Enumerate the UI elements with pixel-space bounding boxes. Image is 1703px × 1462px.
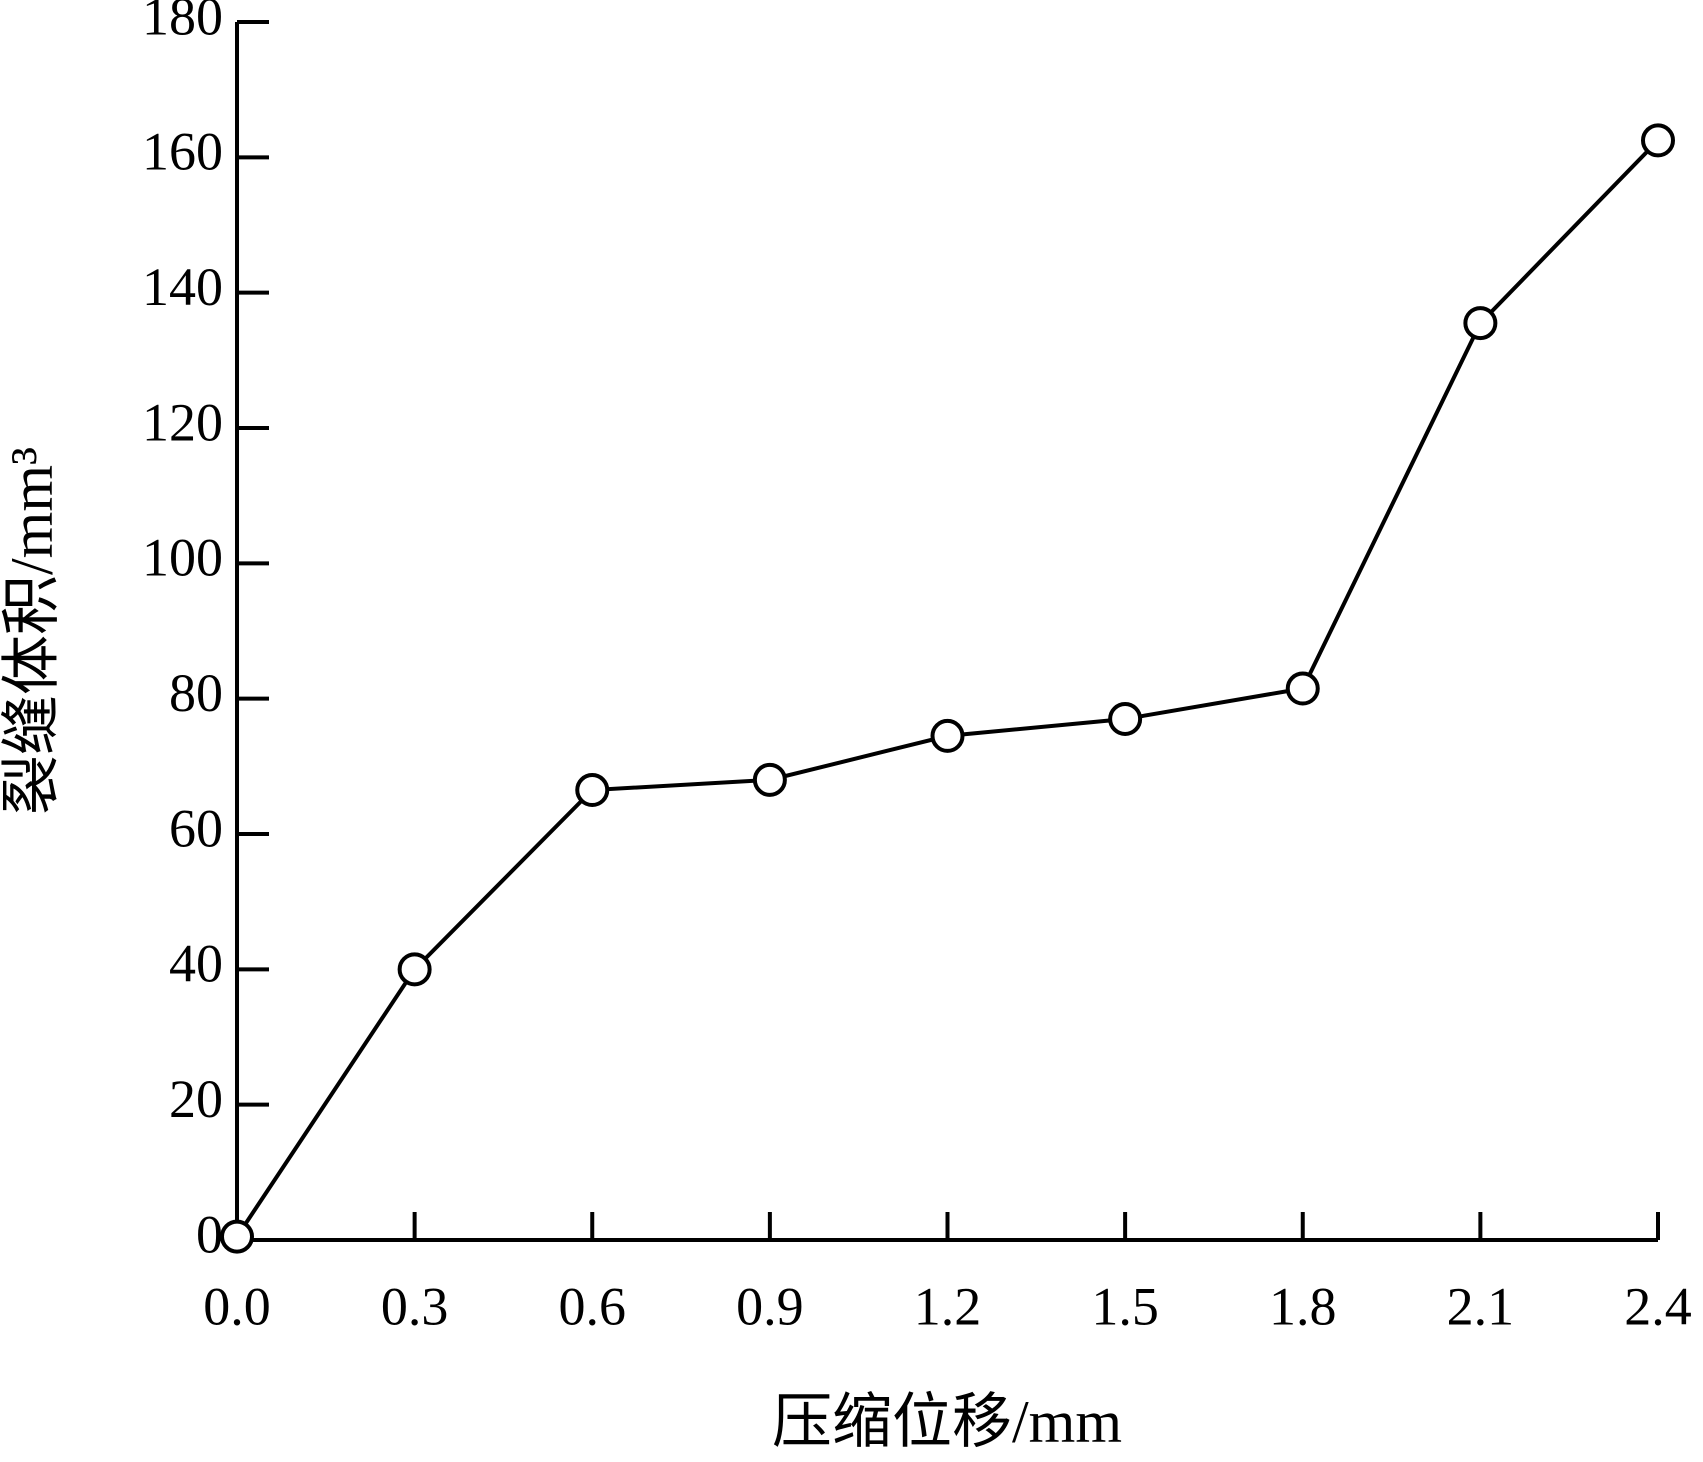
data-point bbox=[1641, 123, 1675, 158]
x-tick-label: 0.0 bbox=[203, 1276, 271, 1336]
y-tick-label: 140 bbox=[142, 257, 223, 317]
y-tick-label: 20 bbox=[169, 1069, 223, 1129]
y-tick-label: 160 bbox=[142, 122, 223, 182]
data-point bbox=[1285, 671, 1320, 706]
y-tick-label: 180 bbox=[142, 0, 223, 46]
data-point bbox=[930, 718, 965, 753]
data-point bbox=[575, 773, 610, 808]
data-point bbox=[1463, 306, 1498, 341]
data-point bbox=[220, 1219, 254, 1254]
x-tick-label: 1.2 bbox=[914, 1276, 982, 1336]
x-tick-label: 0.6 bbox=[559, 1276, 627, 1336]
x-tick-label: 1.5 bbox=[1091, 1276, 1159, 1336]
data-point bbox=[752, 762, 787, 797]
y-tick-label: 40 bbox=[169, 934, 223, 994]
y-tick-label: 0 bbox=[196, 1204, 223, 1264]
x-tick-label: 0.9 bbox=[736, 1276, 804, 1336]
y-tick-label: 100 bbox=[142, 528, 223, 588]
x-axis-title: 压缩位移/mm bbox=[772, 1389, 1122, 1455]
y-tick-label: 60 bbox=[169, 798, 223, 858]
x-tick-label: 1.8 bbox=[1269, 1276, 1337, 1336]
x-tick-label: 2.1 bbox=[1447, 1276, 1515, 1336]
y-tick-label: 120 bbox=[142, 392, 223, 452]
y-tick-label: 80 bbox=[169, 663, 223, 723]
x-tick-label: 0.3 bbox=[381, 1276, 449, 1336]
x-tick-label: 2.4 bbox=[1624, 1276, 1692, 1336]
y-axis-title: 裂缝体积/mm³ bbox=[0, 447, 65, 815]
data-point bbox=[397, 952, 432, 987]
data-line bbox=[235, 139, 1660, 1238]
data-point bbox=[1108, 701, 1143, 736]
